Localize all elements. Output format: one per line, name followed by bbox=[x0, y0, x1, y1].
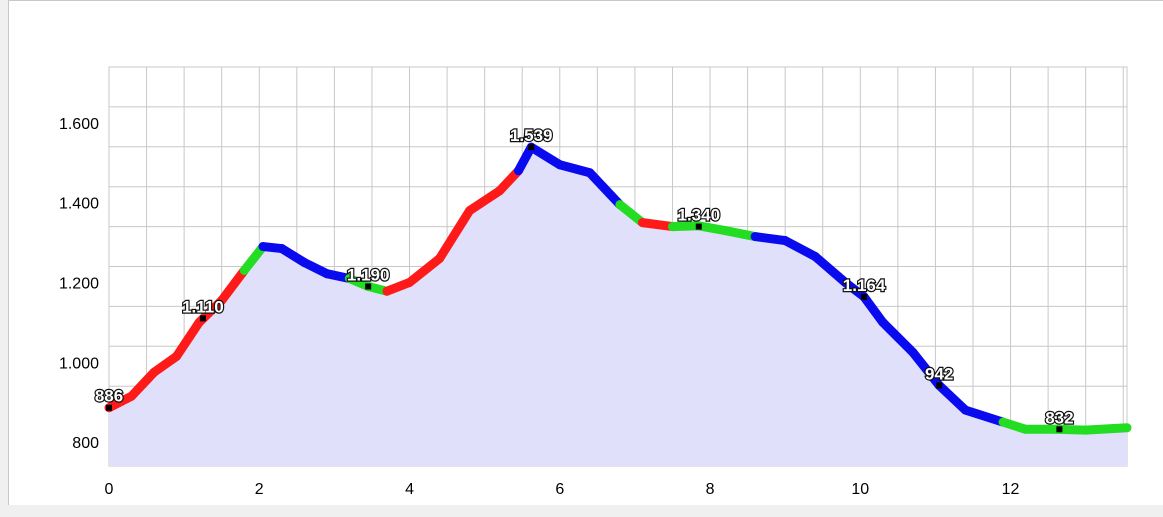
x-tick-label: 12 bbox=[1002, 481, 1020, 498]
profile-segment bbox=[465, 186, 505, 216]
profile-segment bbox=[810, 252, 850, 287]
annotation-label: 1.539 bbox=[510, 126, 553, 145]
y-tick-label: 1.000 bbox=[59, 355, 99, 372]
profile-segment bbox=[1081, 423, 1132, 435]
x-tick-label: 4 bbox=[405, 481, 414, 498]
profile-segment bbox=[934, 380, 970, 415]
profile-segment bbox=[637, 218, 677, 232]
annotation-label: 1.110 bbox=[182, 297, 224, 316]
profile-segment bbox=[615, 200, 647, 228]
profile-line bbox=[104, 142, 1132, 435]
profile-segment bbox=[960, 405, 1008, 427]
y-tick-label: 1.400 bbox=[59, 196, 99, 213]
profile-segment bbox=[149, 351, 182, 377]
profile-fill bbox=[109, 147, 1127, 466]
profile-segment bbox=[405, 254, 445, 287]
profile-segment bbox=[908, 347, 944, 390]
chart-panel: 886 1.110 1.190 1.539 1.340 1.164 942 832 800 1.… bbox=[8, 0, 1163, 505]
annotation-marker bbox=[199, 315, 206, 322]
annotation-label: 886 bbox=[95, 387, 123, 406]
annotation-marker bbox=[936, 382, 943, 389]
annotation-label: 942 bbox=[925, 364, 953, 383]
annotation-label: 1.190 bbox=[347, 265, 390, 284]
annotation-marker bbox=[528, 144, 535, 151]
annotation-marker bbox=[861, 293, 868, 300]
elevation-chart: 886 1.110 1.190 1.539 1.340 1.164 942 832 800 1.… bbox=[59, 66, 1132, 498]
annotation-label: 1.164 bbox=[843, 276, 886, 295]
profile-segment bbox=[239, 242, 268, 275]
y-tick-label: 800 bbox=[72, 435, 99, 452]
profile-segment bbox=[127, 367, 159, 401]
profile-segment bbox=[555, 160, 595, 178]
profile-segment bbox=[585, 168, 625, 210]
y-tick-label: 1.600 bbox=[59, 116, 99, 133]
annotation-marker bbox=[695, 223, 702, 230]
profile-segment bbox=[526, 142, 565, 170]
profile-segment bbox=[878, 317, 918, 357]
x-tick-label: 10 bbox=[851, 481, 869, 498]
profile-segment bbox=[720, 226, 760, 242]
profile-segment bbox=[172, 317, 204, 361]
profile-segment bbox=[859, 292, 888, 327]
x-tick-label: 2 bbox=[255, 481, 264, 498]
status-strip bbox=[0, 505, 1163, 517]
annotation-label: 1.340 bbox=[677, 206, 720, 225]
annotation-marker bbox=[365, 283, 372, 290]
profile-segment bbox=[780, 236, 820, 262]
annotation-marker bbox=[1056, 426, 1063, 433]
profile-segment bbox=[435, 206, 475, 264]
x-tick-label: 6 bbox=[555, 481, 564, 498]
profile-segment bbox=[495, 166, 523, 196]
x-tick-label: 8 bbox=[706, 481, 715, 498]
profile-segment bbox=[750, 232, 790, 246]
x-tick-label: 0 bbox=[105, 481, 114, 498]
annotations: 886 1.110 1.190 1.539 1.340 1.164 942 832 bbox=[94, 125, 1075, 433]
annotation-marker bbox=[106, 404, 112, 411]
profile-segment bbox=[217, 265, 249, 305]
y-tick-label: 1.200 bbox=[59, 275, 99, 292]
profile-area bbox=[109, 147, 1127, 466]
annotation-label: 832 bbox=[1045, 408, 1073, 427]
axes: 800 1.000 1.200 1.400 1.600 0 2 4 6 8 10 12 bbox=[59, 116, 1020, 498]
